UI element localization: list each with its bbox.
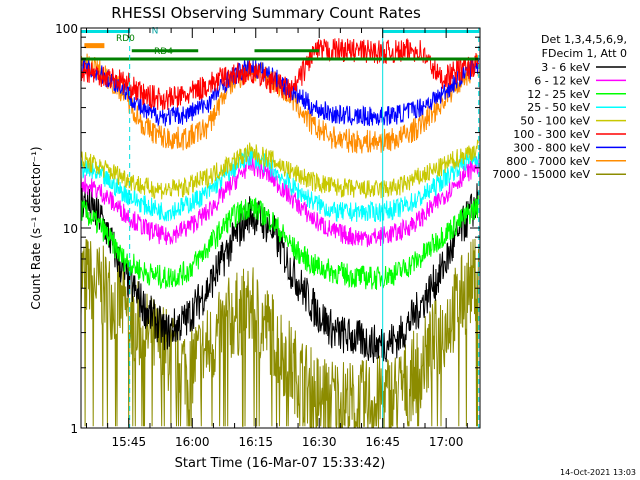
y-tick-label-0: 1 bbox=[70, 422, 78, 436]
annotation-1: N bbox=[152, 26, 159, 36]
x-tick-label-4: 16:45 bbox=[365, 435, 400, 449]
legend-header-0: Det 1,3,4,5,6,9, bbox=[541, 33, 627, 46]
legend-label-5: 100 - 300 keV bbox=[513, 128, 590, 141]
y-tick-label-1: 10 bbox=[63, 222, 78, 236]
legend-label-4: 50 - 100 keV bbox=[520, 115, 590, 128]
footer-timestamp: 14-Oct-2021 13:03 bbox=[560, 468, 636, 477]
y-tick-label-2: 100 bbox=[55, 22, 78, 36]
legend-header-1: FDecim 1, Att 0 bbox=[542, 47, 627, 60]
x-tick-label-3: 16:30 bbox=[302, 435, 337, 449]
legend-label-3: 25 - 50 keV bbox=[527, 101, 590, 114]
series-line-2 bbox=[80, 195, 480, 290]
plot-area: RD0 N RD4 bbox=[80, 26, 480, 429]
legend: Det 1,3,4,5,6,9,FDecim 1, Att 03 - 6 keV… bbox=[492, 33, 627, 181]
legend-label-1: 6 - 12 keV bbox=[534, 74, 590, 87]
x-tick-label-0: 15:45 bbox=[112, 435, 147, 449]
legend-label-2: 12 - 25 keV bbox=[527, 88, 590, 101]
annotation-0: RD0 bbox=[116, 34, 135, 44]
series-line-1 bbox=[80, 153, 480, 248]
x-tick-label-2: 16:15 bbox=[238, 435, 273, 449]
series-line-3 bbox=[80, 148, 480, 223]
series-line-4 bbox=[80, 139, 480, 200]
axes: 15:45 16:00 16:15 16:30 16:45 17:00 1 10 100 bbox=[55, 22, 481, 449]
chart-title: RHESSI Observing Summary Count Rates bbox=[111, 4, 421, 22]
legend-label-7: 800 - 7000 keV bbox=[506, 155, 590, 168]
series-line-8 bbox=[80, 238, 480, 429]
series-line-5 bbox=[80, 37, 480, 111]
legend-label-6: 300 - 800 keV bbox=[513, 141, 590, 154]
annotation-2: RD4 bbox=[154, 47, 173, 57]
legend-label-8: 7000 - 15000 keV bbox=[492, 168, 590, 181]
x-axis-label: Start Time (16-Mar-07 15:33:42) bbox=[175, 456, 386, 471]
y-axis-label: Count Rate (s⁻¹ detector⁻¹) bbox=[29, 146, 43, 309]
rd0-marker bbox=[84, 43, 105, 49]
x-tick-label-1: 16:00 bbox=[175, 435, 210, 449]
x-tick-label-5: 17:00 bbox=[429, 435, 464, 449]
legend-label-0: 3 - 6 keV bbox=[541, 61, 590, 74]
